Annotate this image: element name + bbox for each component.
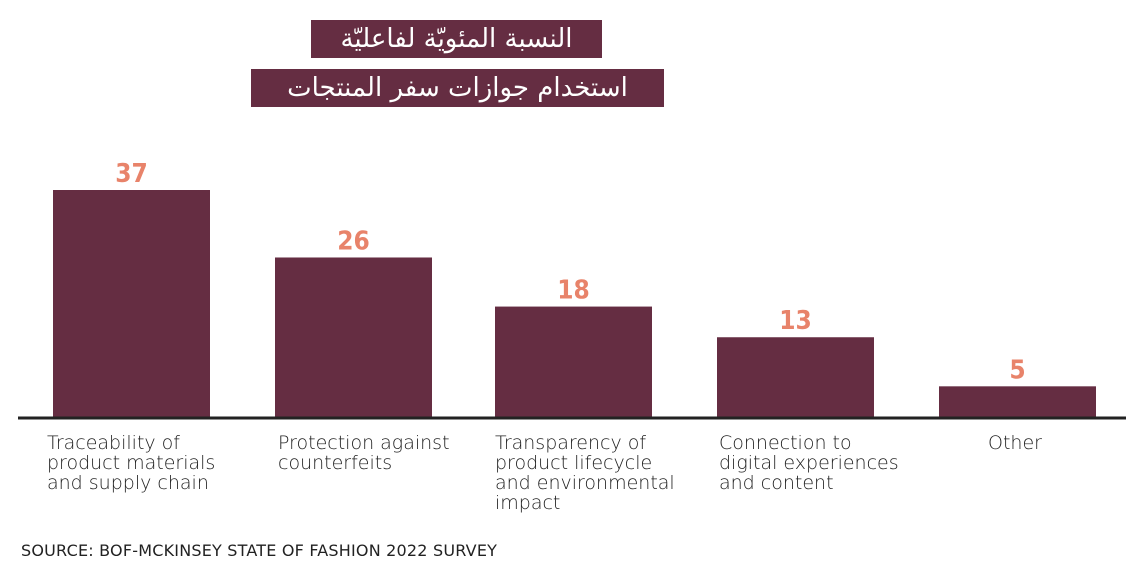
value-label-2: 18 — [557, 276, 590, 306]
bar-0 — [53, 190, 210, 417]
chart-title-line-2: استخدام جوازات سفر المنتجات — [251, 69, 664, 107]
category-label-line: Protection against — [278, 432, 450, 454]
category-label-line: and environmental — [495, 472, 675, 494]
bar-4 — [939, 386, 1096, 417]
category-label-line: Transparency of — [495, 432, 647, 454]
category-label-line: impact — [495, 492, 561, 514]
source-note: SOURCE: BOF-MCKINSEY STATE OF FASHION 20… — [21, 541, 498, 560]
category-label-3: Connection to digital experiences and cont… — [719, 433, 899, 493]
bar-2 — [495, 306, 652, 417]
category-label-line: Connection to — [719, 432, 852, 454]
category-label-line: Other — [988, 432, 1042, 454]
category-label-line: product materials — [47, 452, 216, 474]
value-label-0: 37 — [115, 159, 148, 189]
category-label-line: and content — [719, 472, 834, 494]
category-label-line: product lifecycle — [495, 452, 653, 474]
category-label-line: and supply chain — [47, 472, 209, 494]
category-label-line: digital experiences — [719, 452, 899, 474]
bar-3 — [717, 337, 874, 417]
category-label-2: Transparency of product lifecycle and envi… — [495, 433, 675, 513]
bar-1 — [275, 257, 432, 417]
value-label-1: 26 — [337, 226, 370, 256]
value-label-4: 5 — [1009, 355, 1025, 385]
category-label-1: Protection against counterfeits — [278, 433, 450, 473]
category-label-4: Other — [988, 433, 1042, 453]
category-label-line: counterfeits — [278, 452, 393, 474]
category-label-line: Traceability of — [47, 432, 180, 454]
category-label-0: Traceability of product materials and supp… — [47, 433, 215, 493]
chart-title-line-1: النسبة المئويّة لفاعليّة — [311, 20, 602, 58]
value-label-3: 13 — [779, 306, 812, 336]
